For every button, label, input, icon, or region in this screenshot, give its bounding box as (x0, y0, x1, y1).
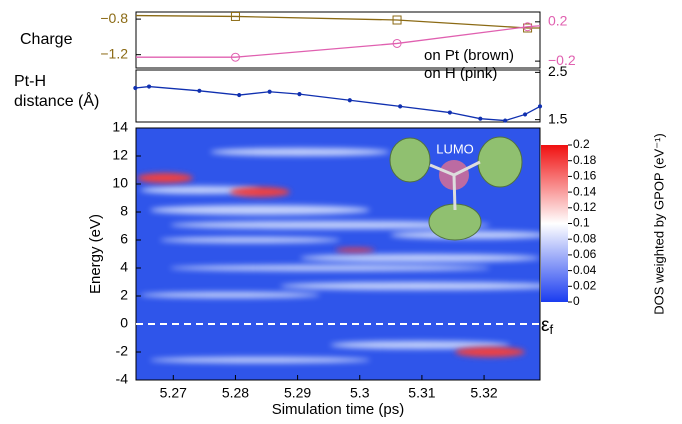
marker (237, 92, 242, 98)
colorbar-tick-label: 0.2 (573, 137, 590, 151)
y-tick-label: -2 (116, 343, 129, 359)
y-tick-label: 2 (120, 287, 128, 303)
marker (398, 104, 403, 109)
annotation: LUMO (436, 141, 474, 156)
plot-frame (135, 69, 541, 123)
legend-entry: on Pt (brown) (424, 47, 514, 64)
panel-title: Charge (20, 31, 73, 48)
marker (230, 52, 240, 62)
marker (503, 118, 508, 123)
y2-tick-label: 2.5 (548, 63, 568, 79)
y-axis-label: Energy (eV) (87, 214, 104, 294)
colorbar-tick-label: 0.18 (573, 153, 597, 167)
series-line (135, 85, 541, 122)
marker (523, 22, 533, 32)
marker (522, 112, 528, 117)
colorbar-tick-label: 0.04 (573, 263, 597, 277)
marker (347, 98, 352, 103)
marker (197, 88, 202, 93)
lumo-orbital (389, 136, 523, 241)
marker (392, 15, 402, 25)
colorbar-tick-label: 0.14 (573, 184, 597, 198)
y2-tick-label: 0.2 (548, 13, 568, 29)
x-tick-label: 5.28 (222, 385, 249, 401)
y-tick-label: 10 (112, 175, 128, 191)
panel-title: distance (Å) (14, 91, 99, 110)
marker (537, 104, 543, 109)
marker (133, 85, 138, 91)
panel-title: Pt-H (14, 73, 46, 90)
x-tick-label: 5.32 (470, 385, 497, 401)
y-tick-label: −0.8 (100, 10, 128, 26)
x-tick-label: 5.27 (160, 385, 187, 401)
fermi-label: εf (541, 315, 553, 337)
y-tick-label: 4 (120, 259, 128, 275)
marker (447, 110, 452, 115)
y-tick-label: 8 (120, 203, 128, 219)
colorbar (541, 145, 568, 302)
colorbar-tick-label: 0.12 (573, 200, 597, 214)
heatmap (136, 128, 540, 380)
y-tick-label: 14 (112, 119, 128, 135)
colorbar-tick-label: 0.08 (573, 231, 597, 245)
y2-tick-label: −0.2 (548, 52, 576, 68)
y-tick-label: 6 (120, 231, 128, 247)
fermi-symbol: ε (541, 315, 550, 336)
marker (478, 116, 483, 121)
x-tick-label: 5.29 (284, 385, 311, 401)
x-tick-label: 5.3 (350, 385, 370, 401)
series-line (135, 14, 540, 29)
x-axis-label: Simulation time (ps) (272, 401, 405, 418)
colorbar-tick-label: 0.06 (573, 247, 597, 261)
y-tick-label: -4 (116, 371, 129, 387)
x-tick-label: 5.31 (408, 385, 435, 401)
y-tick-label: −1.2 (100, 45, 128, 61)
colorbar-label: DOS weighted by GPOP (eV⁻¹) (651, 133, 666, 314)
marker (267, 89, 272, 94)
colorbar-tick-label: 0.02 (573, 278, 597, 292)
colorbar-tick-label: 0.16 (573, 169, 597, 183)
y-tick-label: 12 (112, 147, 128, 163)
marker (297, 92, 302, 97)
plot-frame (135, 11, 541, 69)
legend-entry: on H (pink) (424, 65, 497, 82)
colorbar-tick-label: 0.1 (573, 216, 590, 230)
y-tick-label: 0 (120, 315, 128, 331)
plot-frame (135, 127, 541, 381)
fermi-subscript: f (549, 322, 553, 337)
marker (392, 38, 402, 48)
marker (146, 84, 152, 89)
marker (230, 11, 240, 21)
y2-tick-label: 1.5 (548, 110, 568, 126)
colorbar-tick-label: 0 (573, 294, 580, 308)
